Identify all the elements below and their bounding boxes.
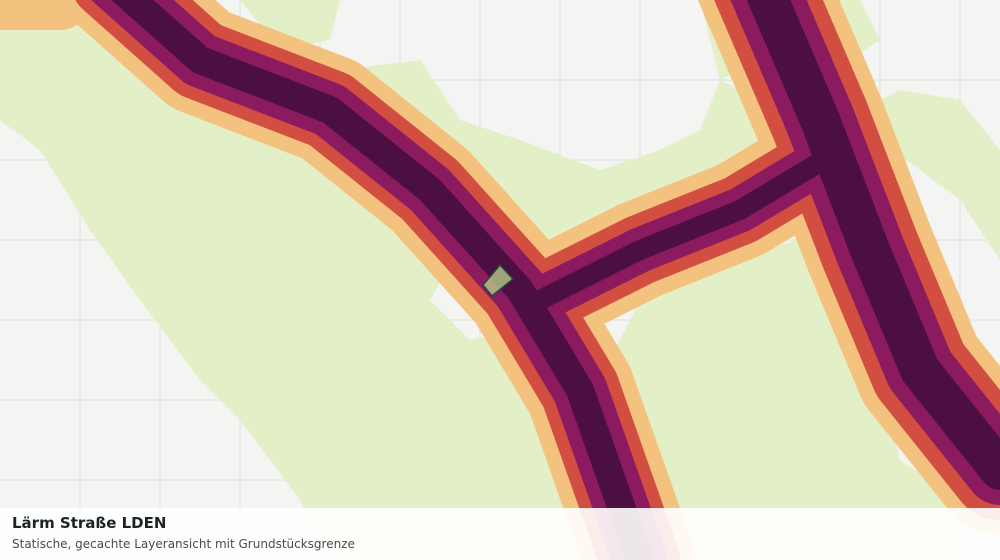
parcel-boundary <box>482 263 515 298</box>
map-subtitle: Statische, gecachte Layeransicht mit Gru… <box>12 537 355 551</box>
map-caption: Lärm Straße LDEN Statische, gecachte Lay… <box>0 508 1000 560</box>
map-title: Lärm Straße LDEN <box>12 514 167 532</box>
